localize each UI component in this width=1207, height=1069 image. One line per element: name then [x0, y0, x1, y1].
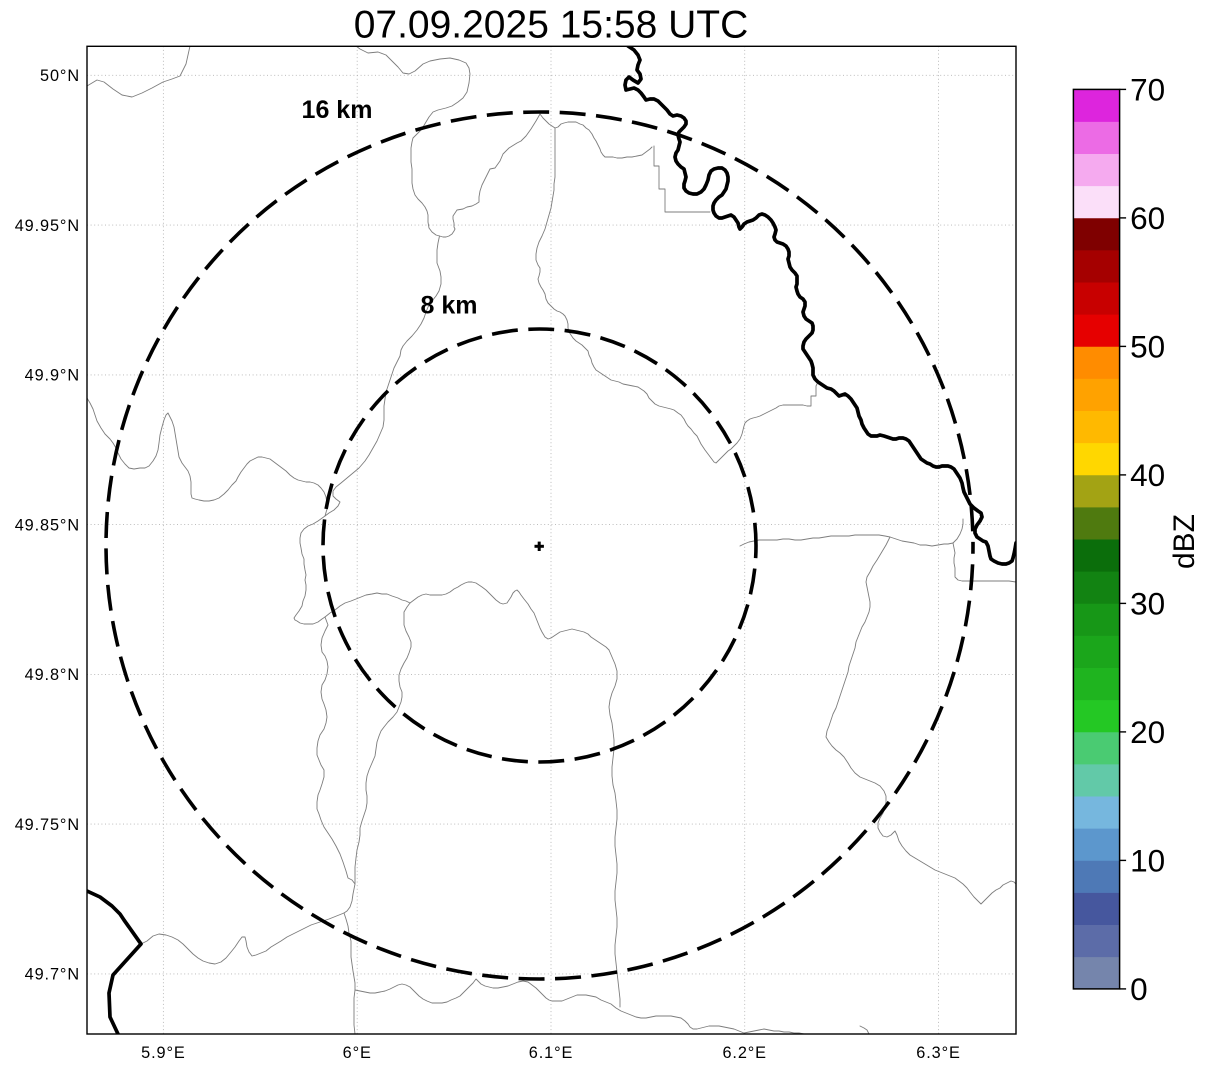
svg-text:50°N: 50°N: [40, 67, 80, 85]
svg-text:70: 70: [1130, 71, 1165, 107]
svg-text:6.2°E: 6.2°E: [722, 1044, 767, 1062]
svg-text:49.75°N: 49.75°N: [15, 816, 80, 834]
svg-text:5.9°E: 5.9°E: [141, 1044, 186, 1062]
svg-text:6°E: 6°E: [343, 1044, 372, 1062]
svg-text:07.09.2025 15:58 UTC: 07.09.2025 15:58 UTC: [354, 4, 749, 47]
svg-text:49.7°N: 49.7°N: [25, 966, 80, 984]
svg-text:60: 60: [1130, 200, 1165, 236]
svg-text:20: 20: [1130, 714, 1165, 750]
svg-text:49.8°N: 49.8°N: [25, 666, 80, 684]
svg-text:49.85°N: 49.85°N: [15, 516, 80, 534]
svg-text:8 km: 8 km: [421, 292, 478, 320]
svg-text:49.9°N: 49.9°N: [25, 367, 80, 385]
svg-text:50: 50: [1130, 328, 1165, 364]
svg-text:6.3°E: 6.3°E: [916, 1044, 961, 1062]
svg-text:6.1°E: 6.1°E: [529, 1044, 574, 1062]
svg-text:0: 0: [1130, 971, 1148, 1007]
svg-text:49.95°N: 49.95°N: [15, 217, 80, 235]
svg-text:40: 40: [1130, 457, 1165, 493]
svg-text:10: 10: [1130, 842, 1165, 878]
svg-text:dBZ: dBZ: [1168, 514, 1201, 569]
svg-text:30: 30: [1130, 585, 1165, 621]
svg-text:16 km: 16 km: [302, 96, 373, 124]
